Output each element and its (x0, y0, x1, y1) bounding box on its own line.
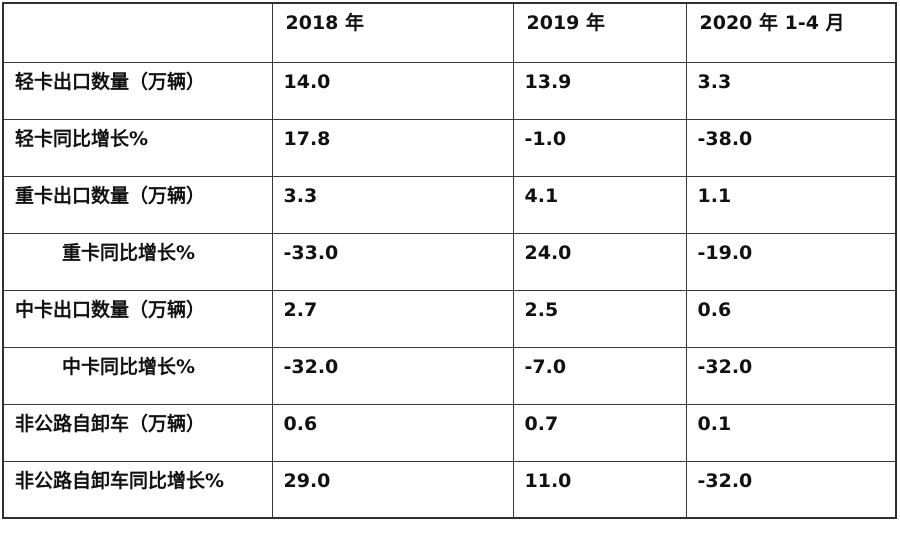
row-label: 中卡出口数量（万辆） (2, 289, 273, 348)
cell-value: 11.0 (512, 460, 687, 519)
table-row: 轻卡出口数量（万辆） 14.0 13.9 3.3 (2, 61, 897, 120)
cell-value: -33.0 (271, 232, 514, 291)
cell-value: 0.6 (685, 289, 897, 348)
table-row: 非公路自卸车同比增长% 29.0 11.0 -32.0 (2, 460, 897, 519)
row-label: 轻卡同比增长% (2, 118, 273, 177)
truck-export-table: 2018 年 2019 年 2020 年 1-4 月 轻卡出口数量（万辆） 14.… (2, 2, 897, 519)
cell-value: 29.0 (271, 460, 514, 519)
cell-value: -1.0 (512, 118, 687, 177)
column-header-blank (2, 2, 273, 63)
table-row: 重卡出口数量（万辆） 3.3 4.1 1.1 (2, 175, 897, 234)
row-label: 重卡同比增长% (2, 232, 273, 291)
cell-value: 3.3 (685, 61, 897, 120)
table-row: 中卡同比增长% -32.0 -7.0 -32.0 (2, 346, 897, 405)
cell-value: 14.0 (271, 61, 514, 120)
row-label: 中卡同比增长% (2, 346, 273, 405)
table-row: 重卡同比增长% -33.0 24.0 -19.0 (2, 232, 897, 291)
cell-value: 4.1 (512, 175, 687, 234)
row-label: 非公路自卸车同比增长% (2, 460, 273, 519)
header-row: 2018 年 2019 年 2020 年 1-4 月 (2, 2, 897, 63)
cell-value: 3.3 (271, 175, 514, 234)
cell-value: 2.7 (271, 289, 514, 348)
cell-value: 13.9 (512, 61, 687, 120)
table-row: 中卡出口数量（万辆） 2.7 2.5 0.6 (2, 289, 897, 348)
cell-value: -19.0 (685, 232, 897, 291)
column-header-2019: 2019 年 (512, 2, 687, 63)
row-label: 重卡出口数量（万辆） (2, 175, 273, 234)
cell-value: -32.0 (685, 460, 897, 519)
cell-value: 0.6 (271, 403, 514, 462)
column-header-2018: 2018 年 (271, 2, 514, 63)
table-row: 轻卡同比增长% 17.8 -1.0 -38.0 (2, 118, 897, 177)
cell-value: -38.0 (685, 118, 897, 177)
cell-value: -32.0 (685, 346, 897, 405)
row-label: 轻卡出口数量（万辆） (2, 61, 273, 120)
cell-value: -32.0 (271, 346, 514, 405)
cell-value: 0.1 (685, 403, 897, 462)
cell-value: 2.5 (512, 289, 687, 348)
table-body: 轻卡出口数量（万辆） 14.0 13.9 3.3 轻卡同比增长% 17.8 -1.0 -38.… (2, 61, 897, 519)
cell-value: 1.1 (685, 175, 897, 234)
row-label: 非公路自卸车（万辆） (2, 403, 273, 462)
table-row: 非公路自卸车（万辆） 0.6 0.7 0.1 (2, 403, 897, 462)
cell-value: -7.0 (512, 346, 687, 405)
cell-value: 0.7 (512, 403, 687, 462)
cell-value: 24.0 (512, 232, 687, 291)
column-header-2020: 2020 年 1-4 月 (685, 2, 897, 63)
cell-value: 17.8 (271, 118, 514, 177)
